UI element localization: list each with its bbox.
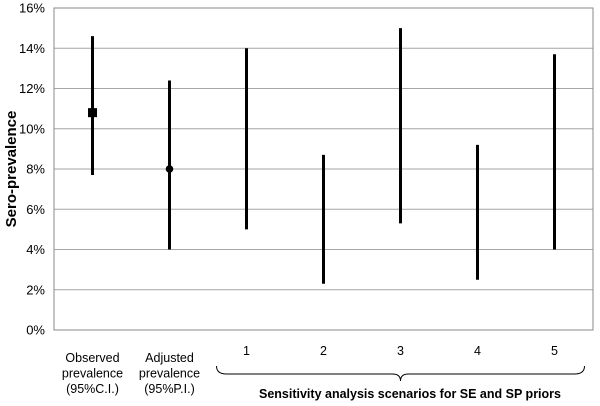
interval-series bbox=[88, 28, 556, 284]
brace-label: Sensitivity analysis scenarios for SE an… bbox=[259, 387, 561, 401]
x-category-label: (95%C.I.) bbox=[66, 382, 119, 396]
x-category-label: prevalence bbox=[62, 367, 123, 381]
x-category-label: prevalence bbox=[139, 367, 200, 381]
x-category-label: 4 bbox=[474, 344, 481, 358]
y-tick-label: 6% bbox=[26, 202, 45, 217]
x-category-label: 3 bbox=[397, 344, 404, 358]
y-tick-label: 16% bbox=[19, 1, 45, 16]
x-category-label: (95%P.I.) bbox=[144, 382, 195, 396]
x-category-label: Observed bbox=[65, 351, 119, 365]
point-estimate-square bbox=[88, 108, 97, 118]
y-tick-label: 0% bbox=[26, 323, 45, 338]
x-category-label: 1 bbox=[243, 344, 250, 358]
x-category-label: 5 bbox=[551, 344, 558, 358]
y-axis-ticks: 0% 2% 4% 6% 8% 10% 12% 14% 16% bbox=[19, 1, 45, 338]
category-labels: Observedprevalence(95%C.I.)Adjustedpreva… bbox=[62, 344, 558, 396]
y-tick-label: 8% bbox=[26, 162, 45, 177]
y-tick-label: 2% bbox=[26, 282, 45, 297]
y-axis-title: Sero-prevalence bbox=[3, 111, 20, 228]
y-tick-label: 14% bbox=[19, 41, 45, 56]
y-tick-label: 4% bbox=[26, 242, 45, 257]
y-tick-label: 12% bbox=[19, 81, 45, 96]
plot-frame bbox=[53, 7, 594, 331]
point-estimate-circle bbox=[165, 165, 174, 173]
x-category-label: 2 bbox=[320, 344, 327, 358]
x-category-label: Adjusted bbox=[145, 351, 194, 365]
scenario-brace bbox=[216, 365, 585, 382]
y-tick-label: 10% bbox=[19, 121, 45, 136]
